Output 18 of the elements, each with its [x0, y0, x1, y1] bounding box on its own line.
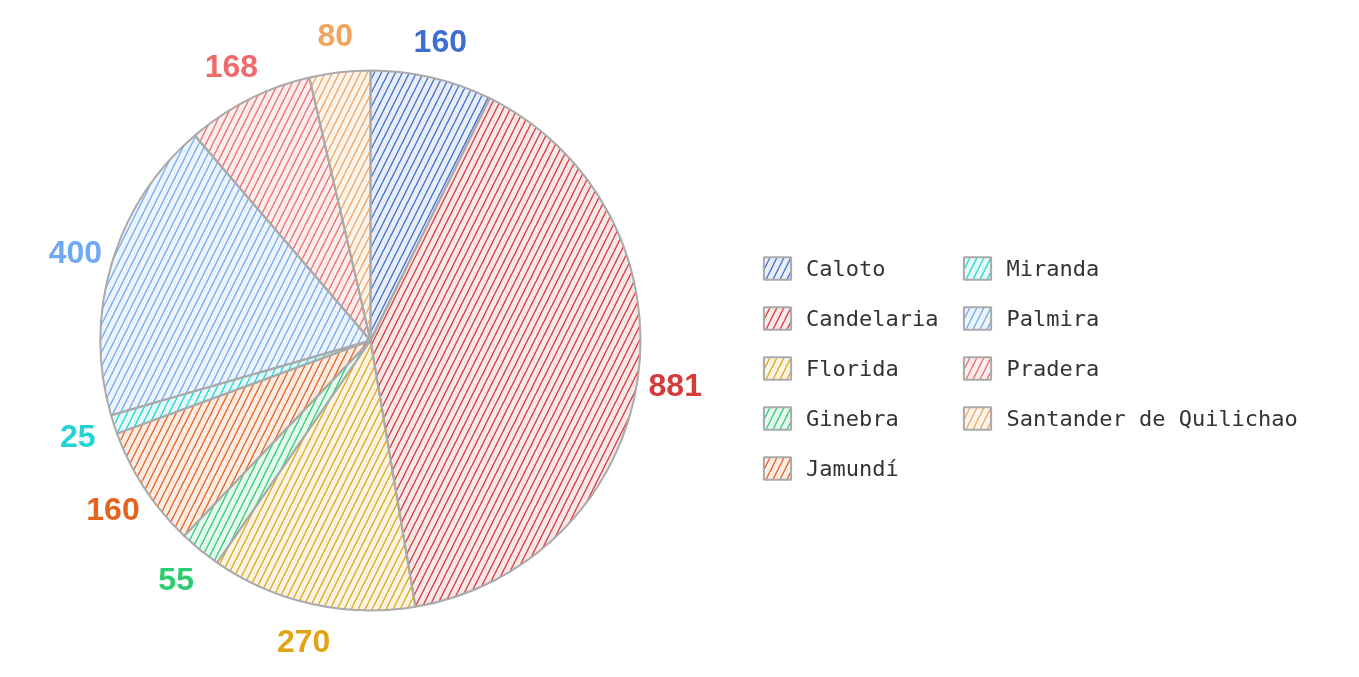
data-label: 881 [648, 367, 702, 404]
data-label: 270 [277, 623, 331, 660]
legend-label: Jamundí [806, 455, 899, 481]
data-label: 168 [204, 47, 259, 84]
legend-label: Candelaria [806, 305, 939, 331]
data-label: 25 [60, 418, 96, 455]
data-label: 80 [317, 16, 354, 53]
legend-label: Ginebra [806, 405, 899, 431]
data-label: 400 [48, 234, 103, 271]
legend-label: Pradera [1006, 355, 1100, 381]
legend-label: Santander de Quilichao [1006, 405, 1298, 431]
data-label: 160 [86, 491, 140, 528]
legend-label: Miranda [1006, 255, 1100, 281]
legend-label: Palmira [1006, 305, 1100, 331]
legend-label: Florida [806, 355, 899, 381]
data-label: 160 [413, 22, 467, 59]
legend-label: Caloto [806, 255, 886, 281]
data-label: 55 [158, 561, 194, 598]
